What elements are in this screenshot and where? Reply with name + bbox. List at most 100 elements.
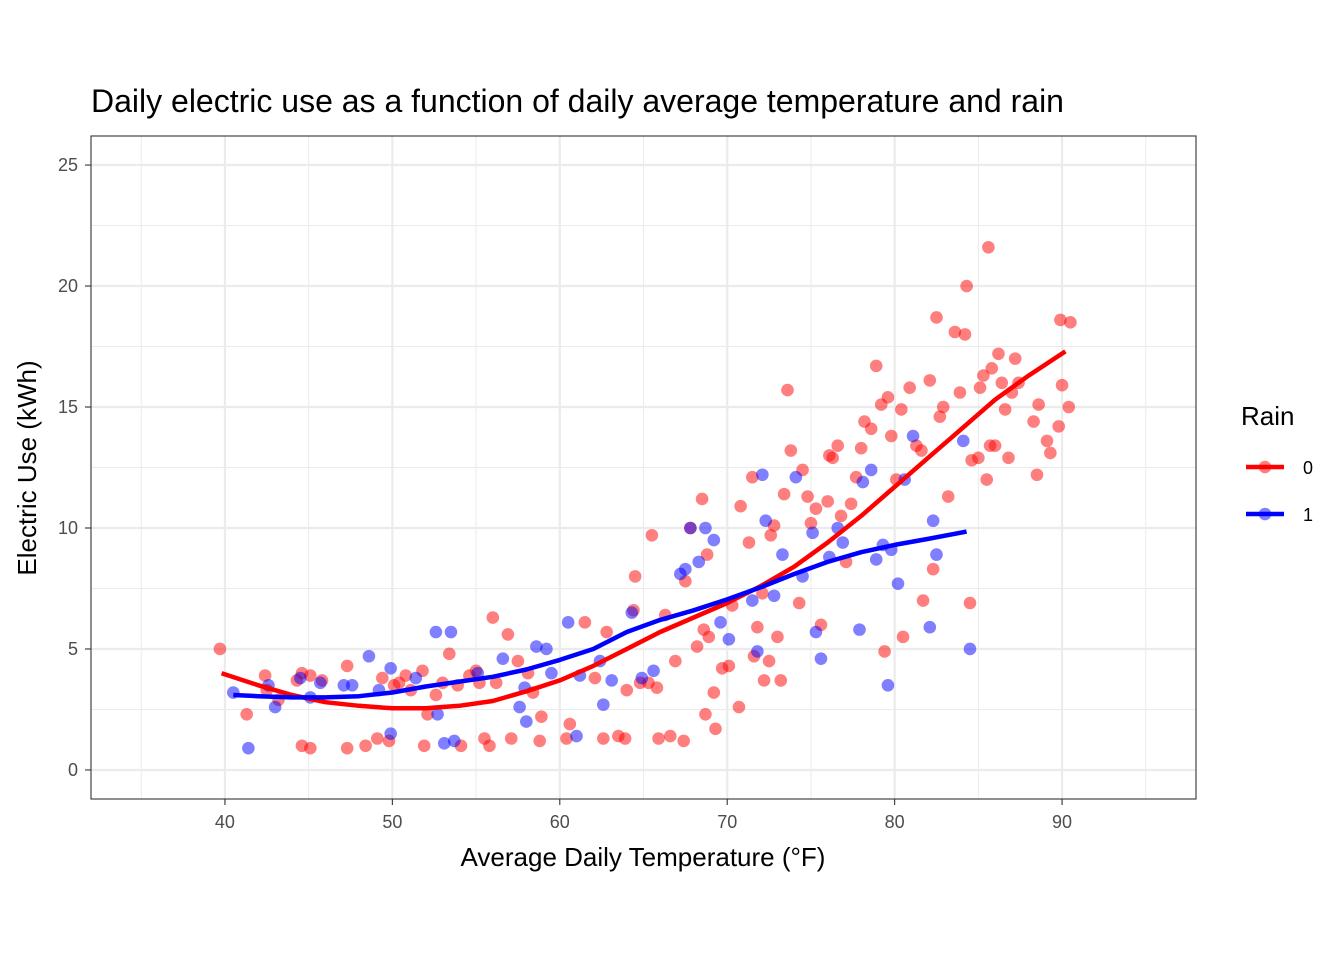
data-point-rain-1: [530, 640, 543, 653]
x-tick-label: 40: [215, 812, 235, 832]
data-point-rain-1: [384, 662, 397, 675]
data-point-rain-1: [268, 700, 282, 714]
data-point-rain-0: [1062, 400, 1076, 414]
data-point-rain-1: [759, 514, 773, 528]
legend-title: Rain: [1241, 401, 1294, 431]
legend-key-rain-0: [1246, 460, 1284, 474]
data-point-rain-1: [625, 606, 639, 619]
data-point-rain-0: [757, 674, 771, 687]
data-point-rain-1: [692, 555, 706, 569]
data-point-rain-0: [663, 729, 677, 743]
data-point-rain-0: [376, 671, 389, 685]
data-point-rain-0: [240, 708, 254, 721]
data-point-rain-0: [784, 444, 798, 457]
data-point-rain-0: [771, 630, 784, 644]
data-point-rain-1: [384, 727, 397, 740]
data-point-rain-0: [801, 490, 814, 503]
data-point-rain-0: [881, 391, 895, 404]
data-point-rain-1: [891, 577, 905, 590]
data-point-rain-0: [958, 328, 972, 341]
data-point-rain-0: [501, 628, 515, 641]
data-point-rain-0: [421, 708, 434, 721]
data-point-rain-1: [429, 625, 443, 639]
legend-point: [1258, 507, 1272, 521]
data-point-rain-0: [995, 376, 1009, 390]
data-point-rain-0: [869, 359, 883, 373]
data-point-rain-1: [836, 536, 850, 549]
data-point-rain-1: [444, 625, 458, 639]
data-point-rain-1: [242, 741, 255, 755]
data-point-rain-1: [956, 434, 970, 448]
data-point-rain-0: [628, 570, 642, 583]
legend-label: 0: [1303, 458, 1313, 478]
data-point-rain-1: [751, 645, 764, 658]
data-point-rain-0: [563, 717, 577, 731]
scatter-points: [213, 241, 1077, 755]
data-point-rain-1: [684, 521, 697, 535]
data-point-rain-1: [293, 671, 307, 685]
smooth-lines: [220, 349, 1067, 711]
data-point-rain-1: [448, 734, 461, 748]
data-point-rain-0: [370, 732, 384, 745]
smooth-line-rain-1: [233, 529, 968, 700]
data-point-rain-0: [864, 422, 878, 436]
legend-point: [1258, 460, 1272, 474]
data-point-rain-1: [853, 623, 866, 636]
data-point-rain-0: [618, 732, 632, 745]
data-point-rain-1: [647, 664, 660, 678]
x-tick-label: 80: [885, 812, 905, 832]
y-axis-ticks: 0 5 10 15 20 25: [58, 155, 91, 780]
data-point-rain-0: [977, 369, 990, 382]
data-point-rain-0: [695, 492, 709, 506]
major-gridlines: [91, 136, 1196, 799]
data-point-rain-0: [884, 429, 898, 443]
data-point-rain-1: [869, 553, 883, 566]
data-point-rain-0: [700, 548, 714, 561]
data-point-rain-0: [699, 708, 712, 721]
data-point-rain-1: [756, 468, 769, 482]
data-point-rain-0: [597, 732, 610, 745]
legend-label: 1: [1303, 505, 1313, 525]
data-point-rain-0: [742, 536, 756, 549]
data-point-rain-0: [826, 451, 839, 465]
data-point-rain-0: [732, 700, 746, 714]
data-point-rain-1: [540, 642, 553, 656]
data-point-rain-1: [345, 678, 359, 692]
data-point-rain-0: [578, 616, 592, 629]
data-point-rain-0: [359, 739, 372, 753]
data-point-rain-0: [953, 386, 967, 399]
data-point-rain-0: [1027, 415, 1040, 428]
x-axis-ticks: 40 50 60 70 80 90: [215, 799, 1072, 832]
data-point-rain-0: [340, 659, 354, 673]
data-point-rain-1: [597, 698, 610, 711]
data-point-rain-0: [483, 739, 496, 753]
data-point-rain-1: [437, 737, 451, 750]
data-point-rain-0: [213, 642, 227, 656]
data-point-rain-0: [690, 640, 704, 653]
y-tick-label: 15: [58, 397, 78, 417]
plot-panel-border: [90, 135, 1197, 800]
data-point-rain-0: [1044, 446, 1057, 460]
x-axis-title: Average Daily Temperature (°F): [461, 842, 826, 872]
data-point-rain-0: [895, 403, 908, 416]
data-point-rain-0: [982, 241, 995, 254]
data-point-rain-1: [926, 514, 940, 528]
data-point-rain-1: [923, 620, 937, 634]
data-point-rain-0: [988, 439, 1002, 453]
data-point-rain-0: [535, 710, 548, 724]
data-point-rain-0: [486, 611, 500, 624]
data-point-rain-1: [545, 666, 558, 680]
data-point-rain-0: [652, 732, 665, 745]
data-point-rain-1: [767, 589, 781, 603]
data-point-rain-0: [916, 594, 930, 607]
data-point-rain-0: [677, 734, 690, 748]
y-axis-title: Electric Use (kWh): [12, 360, 42, 575]
data-point-rain-0: [650, 681, 664, 694]
data-point-rain-1: [496, 652, 510, 665]
data-point-rain-0: [620, 683, 634, 697]
data-point-rain-0: [1040, 434, 1054, 448]
data-point-rain-1: [809, 625, 823, 639]
x-tick-label: 70: [717, 812, 737, 832]
data-point-rain-0: [304, 741, 317, 755]
